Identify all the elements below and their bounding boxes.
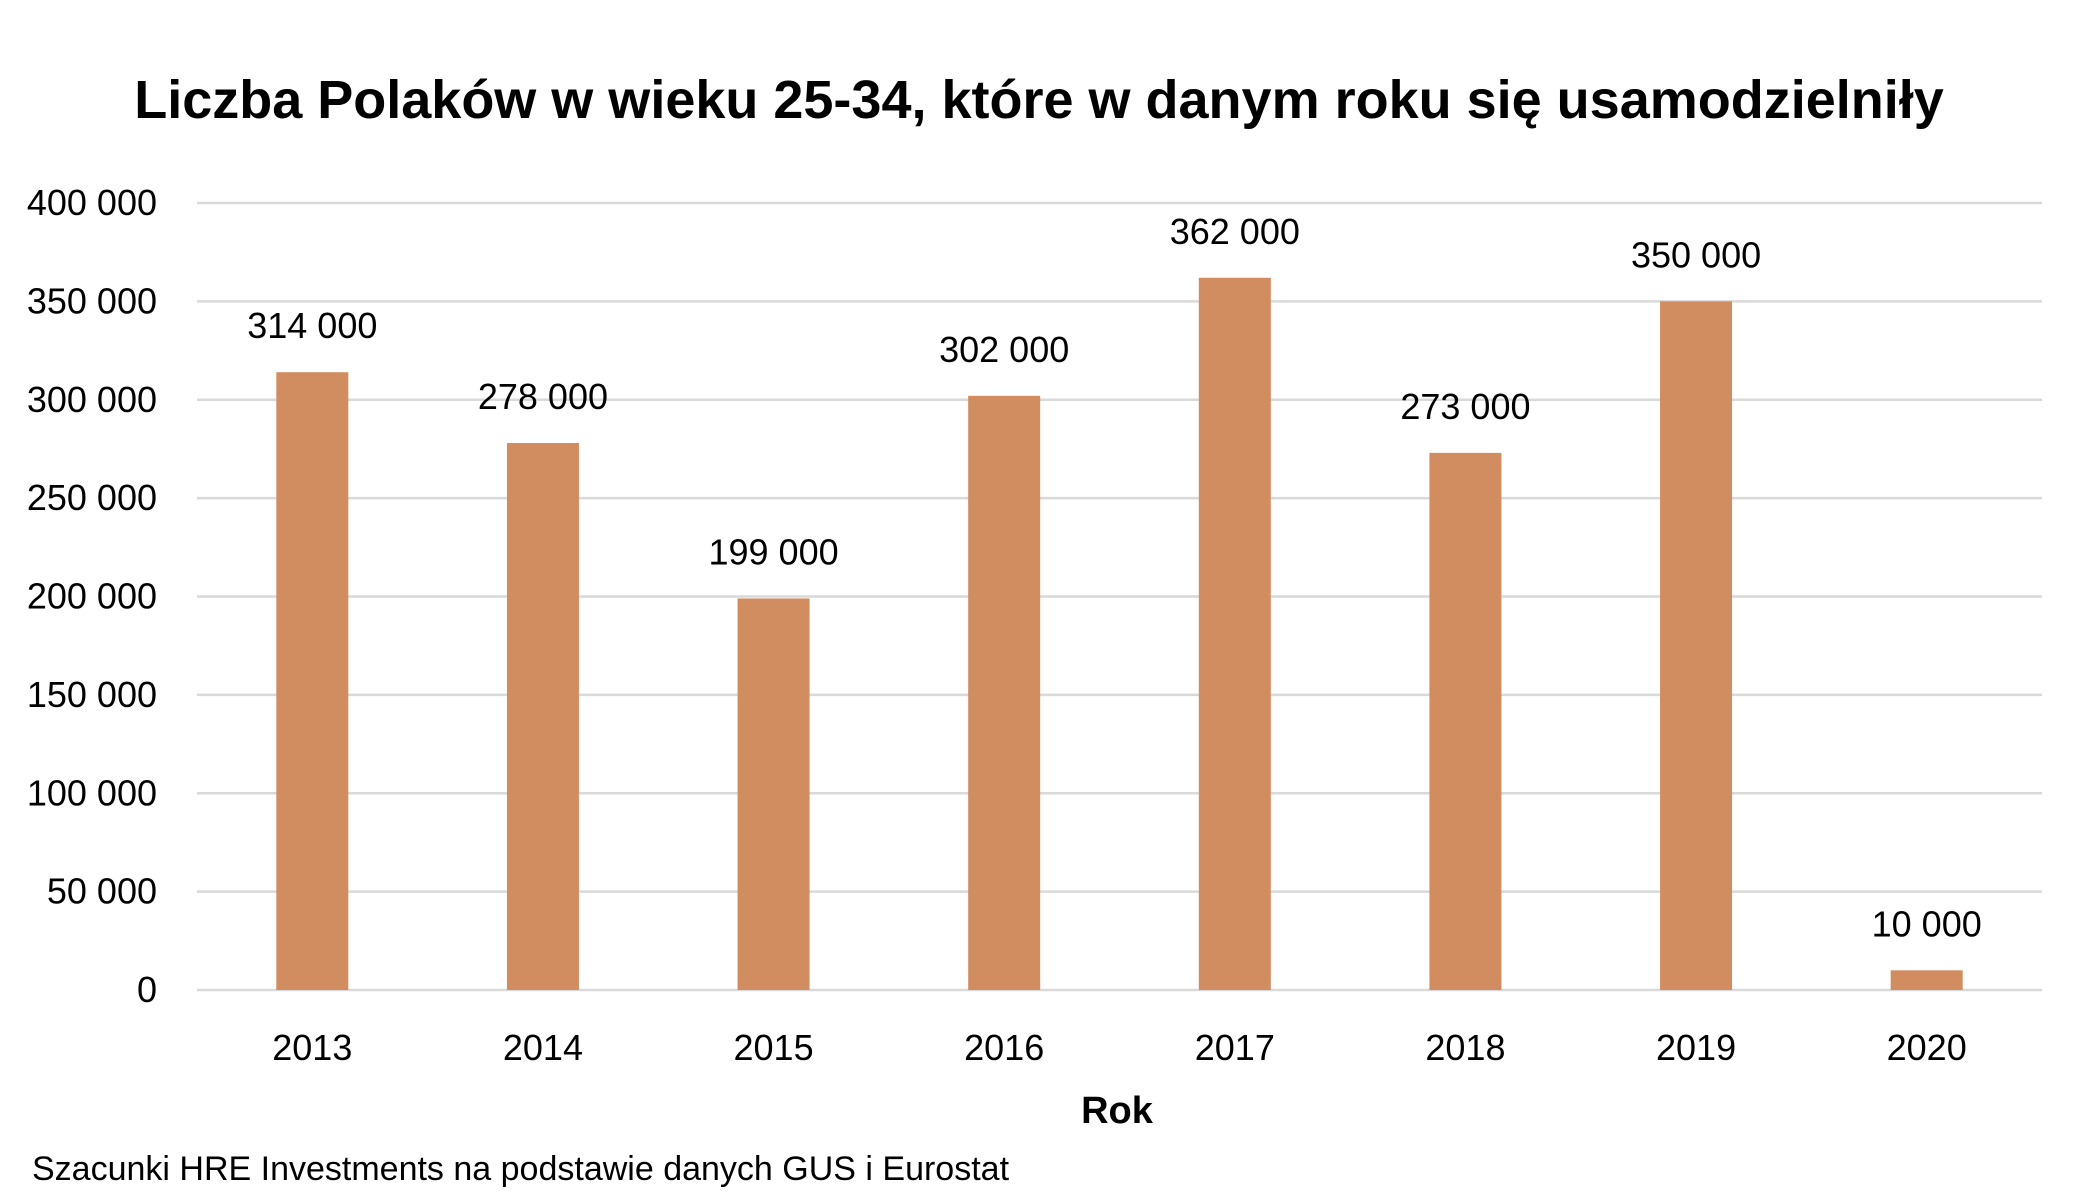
bar-2018 — [1429, 452, 1502, 990]
bar-2013 — [276, 372, 349, 991]
data-labels: 314 000 278 000 199 000 302 000 362 000 273 0… — [247, 211, 1982, 945]
source-note: Szacunki HRE Investments na podstawie da… — [32, 1150, 1010, 1188]
bar-2017 — [1198, 277, 1271, 990]
bars — [276, 277, 1963, 991]
y-tick-label: 400 000 — [27, 182, 157, 223]
bar-2019 — [1660, 301, 1733, 990]
data-label-2019: 350 000 — [1631, 234, 1761, 275]
chart-title: Liczba Polaków w wieku 25-34, które w da… — [134, 70, 1944, 130]
y-tick-label: 50 000 — [47, 871, 157, 912]
data-label-2016: 302 000 — [939, 329, 1069, 370]
bar-2020 — [1890, 970, 1963, 990]
x-tick-label-2018: 2018 — [1425, 1027, 1505, 1068]
y-tick-label: 350 000 — [27, 280, 157, 321]
x-tick-label-2015: 2015 — [734, 1027, 814, 1068]
data-label-2014: 278 000 — [478, 376, 608, 417]
data-label-2018: 273 000 — [1400, 386, 1530, 427]
bar-2014 — [506, 443, 579, 990]
y-tick-label: 300 000 — [27, 379, 157, 420]
bar-2016 — [968, 395, 1041, 990]
y-tick-label: 150 000 — [27, 674, 157, 715]
x-axis-tick-labels: 2013 2014 2015 2016 2017 2018 2019 2020 — [272, 1027, 1966, 1068]
y-tick-label: 0 — [137, 969, 157, 1010]
x-tick-label-2013: 2013 — [272, 1027, 352, 1068]
y-axis-tick-labels: 0 50 000 100 000 150 000 200 000 250 000 300 0… — [27, 182, 157, 1010]
x-tick-label-2017: 2017 — [1195, 1027, 1275, 1068]
x-tick-label-2014: 2014 — [503, 1027, 583, 1068]
y-tick-label: 250 000 — [27, 477, 157, 518]
gridlines — [197, 201, 2042, 992]
x-tick-label-2020: 2020 — [1887, 1027, 1967, 1068]
y-tick-label: 200 000 — [27, 576, 157, 617]
data-label-2017: 362 000 — [1170, 211, 1300, 252]
y-tick-label: 100 000 — [27, 772, 157, 813]
data-label-2015: 199 000 — [708, 531, 838, 572]
data-label-2013: 314 000 — [247, 305, 377, 346]
bar-2015 — [737, 598, 810, 990]
x-axis-title: Rok — [1081, 1090, 1154, 1132]
data-label-2020: 10 000 — [1872, 903, 1982, 944]
x-tick-label-2016: 2016 — [964, 1027, 1044, 1068]
x-tick-label-2019: 2019 — [1656, 1027, 1736, 1068]
